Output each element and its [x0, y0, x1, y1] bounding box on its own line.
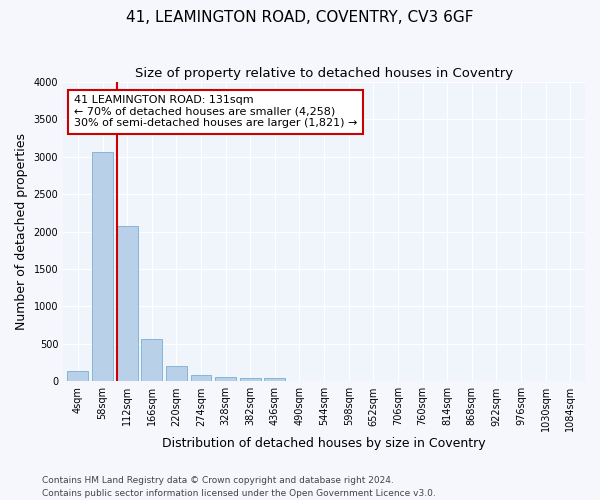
- Y-axis label: Number of detached properties: Number of detached properties: [15, 133, 28, 330]
- X-axis label: Distribution of detached houses by size in Coventry: Distribution of detached houses by size …: [162, 437, 486, 450]
- Bar: [92, 152, 113, 382]
- Bar: [117, 226, 137, 382]
- Title: Size of property relative to detached houses in Coventry: Size of property relative to detached ho…: [135, 68, 513, 80]
- Text: 41 LEAMINGTON ROAD: 131sqm
← 70% of detached houses are smaller (4,258)
30% of s: 41 LEAMINGTON ROAD: 131sqm ← 70% of deta…: [74, 95, 357, 128]
- Bar: [142, 340, 162, 382]
- Bar: [67, 371, 88, 382]
- Text: Contains HM Land Registry data © Crown copyright and database right 2024.
Contai: Contains HM Land Registry data © Crown c…: [42, 476, 436, 498]
- Bar: [240, 378, 261, 382]
- Bar: [166, 366, 187, 382]
- Bar: [215, 377, 236, 382]
- Bar: [191, 376, 211, 382]
- Bar: [265, 378, 286, 382]
- Text: 41, LEAMINGTON ROAD, COVENTRY, CV3 6GF: 41, LEAMINGTON ROAD, COVENTRY, CV3 6GF: [126, 10, 474, 25]
